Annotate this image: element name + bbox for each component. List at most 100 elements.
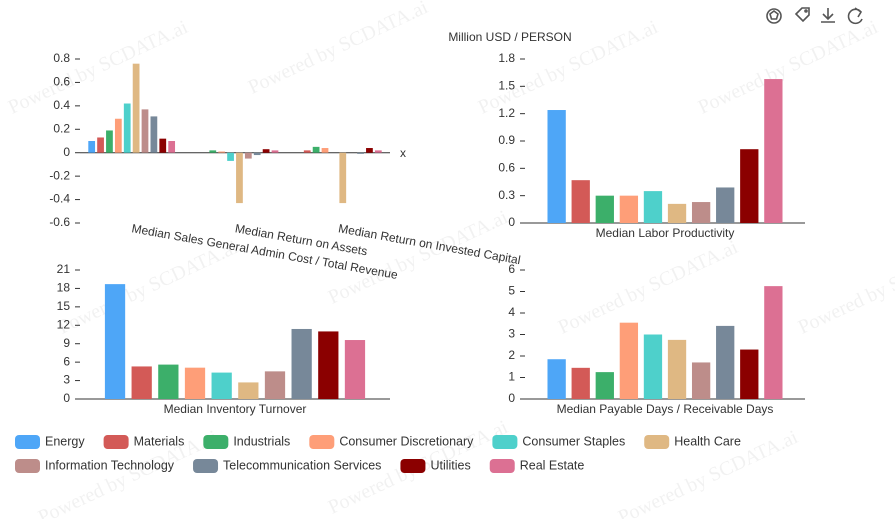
legend-swatch bbox=[309, 435, 335, 449]
legend-item[interactable]: Telecommunication Services bbox=[193, 458, 381, 473]
bar bbox=[312, 146, 320, 153]
legend-item[interactable]: Health Care bbox=[644, 434, 741, 449]
bar bbox=[271, 150, 279, 153]
legend-text: Health Care bbox=[674, 434, 741, 448]
bar bbox=[262, 149, 270, 153]
bar bbox=[132, 63, 140, 153]
bar bbox=[264, 371, 286, 399]
legend-text: Telecommunication Services bbox=[223, 458, 381, 472]
legend-text: Consumer Discretionary bbox=[339, 434, 474, 448]
y-tick-label: 0.6 bbox=[53, 75, 70, 89]
bar bbox=[691, 202, 711, 223]
bar bbox=[571, 367, 590, 399]
bar bbox=[114, 118, 122, 153]
legend-text: Utilities bbox=[430, 458, 470, 472]
bar bbox=[253, 152, 261, 156]
bar bbox=[374, 150, 382, 153]
toolbar-button[interactable] bbox=[794, 7, 810, 23]
bar bbox=[716, 325, 735, 399]
bar bbox=[339, 152, 347, 204]
bar bbox=[158, 364, 179, 399]
bar bbox=[104, 284, 126, 399]
bar bbox=[547, 359, 566, 399]
legend-text: Materials bbox=[134, 434, 185, 448]
bar bbox=[740, 349, 759, 399]
bar bbox=[344, 340, 366, 399]
bar bbox=[303, 150, 311, 153]
y-tick-label: 6 bbox=[508, 262, 515, 276]
toolbar-button[interactable] bbox=[847, 7, 863, 25]
y-tick-label: 5 bbox=[508, 284, 515, 298]
watermark: Powered by SCDATA.ai bbox=[55, 236, 242, 339]
y-tick-label: 9 bbox=[63, 336, 70, 350]
watermark: Powered by SCDATA.ai bbox=[795, 236, 895, 339]
legend-swatch bbox=[15, 459, 40, 473]
y-tick-label: 0 bbox=[63, 145, 70, 159]
bar bbox=[218, 151, 226, 153]
bar bbox=[643, 334, 663, 399]
x-axis-label: x bbox=[400, 146, 406, 160]
bar bbox=[159, 138, 167, 153]
y-tick-label: 0.8 bbox=[53, 51, 70, 65]
x-tick-label: Median Labor Productivity bbox=[596, 226, 735, 240]
legend-item[interactable]: Consumer Staples bbox=[492, 434, 625, 449]
y-tick-label: 0.2 bbox=[53, 121, 70, 135]
y-tick-label: 21 bbox=[57, 262, 71, 276]
toolbar-button[interactable] bbox=[821, 8, 835, 23]
y-tick-label: 2 bbox=[508, 348, 515, 362]
legend-item[interactable]: Industrials bbox=[203, 434, 290, 449]
legend-swatch bbox=[400, 459, 426, 473]
y-tick-label: 1.2 bbox=[498, 106, 515, 120]
bar bbox=[764, 79, 783, 224]
bar bbox=[141, 109, 149, 153]
bar bbox=[619, 195, 639, 223]
y-tick-label: 1 bbox=[508, 370, 515, 384]
legend-item[interactable]: Information Technology bbox=[15, 458, 175, 473]
bar bbox=[123, 103, 131, 153]
bar bbox=[97, 137, 104, 153]
bar bbox=[764, 286, 783, 399]
bar bbox=[547, 110, 566, 223]
y-tick-label: -0.2 bbox=[49, 168, 70, 182]
bar bbox=[716, 187, 735, 223]
y-tick-label: 0 bbox=[508, 215, 515, 229]
legend-swatch bbox=[103, 435, 129, 449]
legend-swatch bbox=[492, 435, 518, 449]
legend-text: Industrials bbox=[233, 434, 290, 448]
bar bbox=[244, 152, 252, 159]
y-tick-label: 4 bbox=[508, 305, 515, 319]
y-tick-label: 1.5 bbox=[498, 79, 515, 93]
y-tick-label: 0 bbox=[63, 391, 70, 405]
y-tick-label: 0.6 bbox=[498, 161, 515, 175]
bar bbox=[321, 148, 329, 153]
y-tick-label: 15 bbox=[57, 299, 71, 313]
bar bbox=[236, 152, 243, 204]
legend-item[interactable]: Real Estate bbox=[489, 458, 585, 473]
y-tick-label: -0.4 bbox=[49, 192, 70, 206]
x-tick-label: Median Inventory Turnover bbox=[164, 402, 307, 416]
legend-item[interactable]: Materials bbox=[103, 434, 185, 449]
legend-text: Information Technology bbox=[45, 458, 175, 472]
legend-text: Real Estate bbox=[520, 458, 585, 472]
legend-item[interactable]: Consumer Discretionary bbox=[309, 434, 474, 449]
bar bbox=[168, 141, 176, 153]
y-axis-label: Million USD / PERSON bbox=[448, 30, 571, 44]
y-tick-label: 0.4 bbox=[53, 98, 70, 112]
bar bbox=[667, 339, 687, 399]
legend-item[interactable]: Energy bbox=[15, 434, 85, 449]
bar bbox=[211, 372, 232, 399]
bar bbox=[740, 149, 759, 223]
watermark: Powered by SCDATA.ai bbox=[555, 236, 742, 339]
legend-item[interactable]: Utilities bbox=[400, 458, 471, 473]
legend-swatch bbox=[203, 435, 229, 449]
y-tick-label: 0.3 bbox=[498, 188, 515, 202]
y-tick-label: -0.6 bbox=[49, 215, 70, 229]
bar bbox=[150, 116, 158, 153]
legend-text: Consumer Staples bbox=[522, 434, 625, 448]
bar bbox=[643, 191, 663, 223]
toolbar-button[interactable] bbox=[766, 8, 782, 24]
bar bbox=[227, 152, 234, 161]
legend-swatch bbox=[489, 459, 515, 473]
bar bbox=[291, 328, 312, 399]
